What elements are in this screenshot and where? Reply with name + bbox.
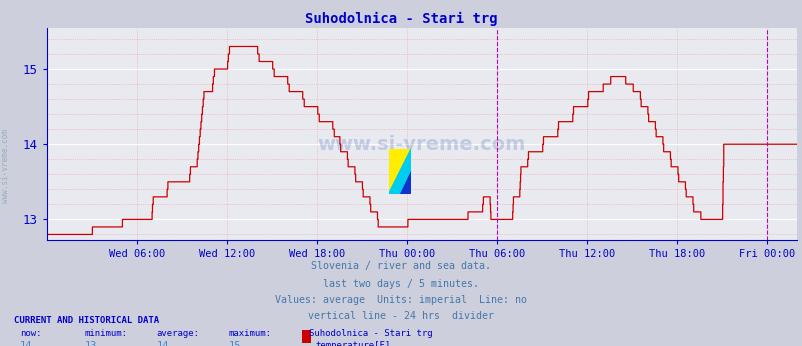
- Text: Values: average  Units: imperial  Line: no: Values: average Units: imperial Line: no: [275, 295, 527, 305]
- Text: Slovenia / river and sea data.: Slovenia / river and sea data.: [311, 261, 491, 271]
- Text: www.si-vreme.com: www.si-vreme.com: [1, 129, 10, 203]
- Text: 14: 14: [20, 341, 33, 346]
- Text: CURRENT AND HISTORICAL DATA: CURRENT AND HISTORICAL DATA: [14, 316, 160, 325]
- Text: now:: now:: [20, 329, 42, 338]
- Text: last two days / 5 minutes.: last two days / 5 minutes.: [323, 279, 479, 289]
- Text: 13: 13: [84, 341, 97, 346]
- Text: minimum:: minimum:: [84, 329, 128, 338]
- Text: vertical line - 24 hrs  divider: vertical line - 24 hrs divider: [308, 311, 494, 321]
- Polygon shape: [388, 149, 411, 194]
- Polygon shape: [388, 149, 411, 194]
- Text: maximum:: maximum:: [229, 329, 272, 338]
- Polygon shape: [399, 171, 411, 194]
- Text: average:: average:: [156, 329, 200, 338]
- Text: Suhodolnica - Stari trg: Suhodolnica - Stari trg: [305, 12, 497, 26]
- Text: temperature[F]: temperature[F]: [315, 341, 391, 346]
- Text: 15: 15: [229, 341, 241, 346]
- Text: Suhodolnica - Stari trg: Suhodolnica - Stari trg: [309, 329, 432, 338]
- Text: www.si-vreme.com: www.si-vreme.com: [318, 135, 525, 154]
- Text: 14: 14: [156, 341, 169, 346]
